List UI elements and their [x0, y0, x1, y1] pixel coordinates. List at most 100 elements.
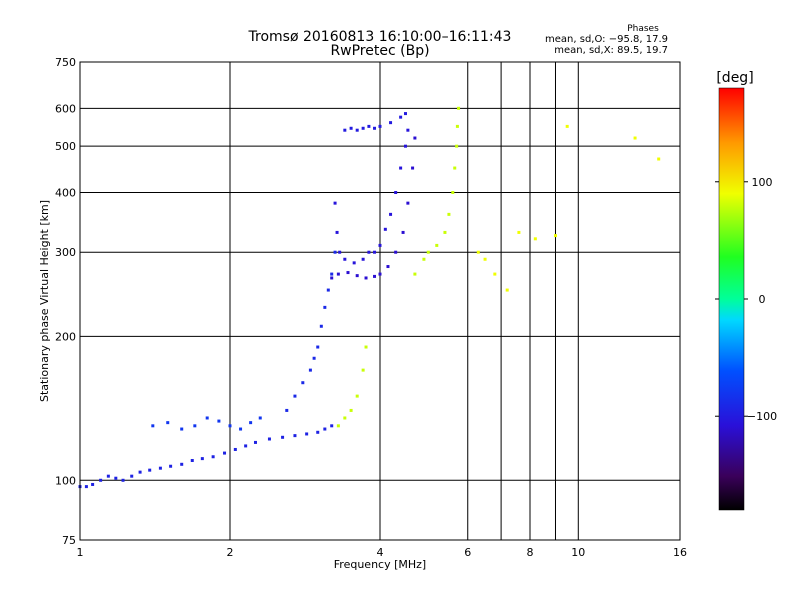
data-point: [389, 212, 393, 216]
data-point: [180, 427, 184, 431]
data-point: [200, 457, 204, 461]
data-point: [406, 201, 410, 205]
y-tick-label: 75: [62, 534, 76, 547]
data-point: [239, 427, 243, 431]
data-point: [453, 166, 457, 170]
data-point: [166, 421, 170, 425]
data-point: [483, 257, 487, 261]
data-point: [364, 345, 368, 349]
data-point: [411, 166, 415, 170]
data-point: [553, 234, 557, 238]
data-point: [413, 136, 417, 140]
data-point: [343, 128, 347, 132]
data-point: [193, 424, 197, 428]
data-point: [267, 437, 271, 441]
data-point: [99, 478, 103, 482]
data-point: [352, 261, 356, 265]
y-tick-label: 300: [55, 246, 76, 259]
data-point: [355, 128, 359, 132]
data-point: [130, 474, 134, 478]
data-point: [336, 424, 340, 428]
data-point: [373, 250, 377, 254]
data-point: [457, 106, 461, 110]
data-point: [319, 324, 323, 328]
data-point: [406, 128, 410, 132]
data-point: [422, 257, 426, 261]
data-point: [308, 368, 312, 372]
data-point: [293, 434, 297, 438]
colorbar-tick-label: 0: [759, 293, 766, 306]
data-point: [281, 435, 285, 439]
data-point: [493, 272, 497, 276]
data-point: [106, 474, 110, 478]
data-point: [413, 272, 417, 276]
colorbar-tick-label: 100: [752, 176, 773, 189]
data-point: [361, 368, 365, 372]
data-point: [323, 427, 327, 431]
data-point: [399, 115, 403, 119]
data-point: [399, 166, 403, 170]
data-point: [401, 230, 405, 234]
plot-frame: [79, 61, 681, 541]
x-tick-label: 1: [77, 546, 84, 559]
data-point: [228, 424, 232, 428]
data-point: [233, 447, 237, 451]
phases-x-stats: mean, sd,X: 89.5, 19.7: [554, 45, 668, 56]
data-point: [316, 345, 320, 349]
data-point: [338, 250, 342, 254]
data-point: [517, 230, 521, 234]
data-point: [633, 136, 637, 140]
data-point: [305, 432, 309, 436]
data-point: [211, 455, 215, 459]
data-point: [333, 250, 337, 254]
data-point: [301, 381, 305, 385]
colorbar: [718, 87, 745, 511]
data-point: [336, 272, 340, 276]
data-point: [244, 444, 248, 448]
data-point: [505, 288, 509, 292]
y-tick-label: 600: [55, 102, 76, 115]
data-point: [330, 424, 334, 428]
x-tick-label: 6: [464, 546, 471, 559]
data-point: [373, 126, 377, 130]
x-tick-label: 4: [377, 546, 384, 559]
data-point: [148, 468, 152, 472]
data-point: [349, 126, 353, 130]
data-point: [533, 237, 537, 241]
data-point: [151, 424, 155, 428]
data-point: [346, 271, 350, 275]
data-point: [258, 416, 262, 420]
data-point: [114, 476, 118, 480]
y-axis-label: Stationary phase Virtual Height [km]: [38, 200, 51, 402]
data-point: [389, 121, 393, 125]
data-point: [443, 230, 447, 234]
y-tick-label: 500: [55, 140, 76, 153]
data-point: [158, 466, 162, 470]
data-point: [343, 257, 347, 261]
data-point: [657, 157, 661, 161]
grid: [79, 61, 681, 541]
data-point: [84, 485, 88, 489]
phases-heading: Phases: [627, 24, 659, 34]
colorbar-ticks: 100 0 −100: [715, 176, 777, 423]
data-point: [138, 470, 142, 474]
data-point: [361, 126, 365, 130]
data-point: [333, 201, 337, 205]
data-point: [451, 190, 455, 194]
data-point: [367, 250, 371, 254]
data-point: [253, 440, 257, 444]
data-point: [330, 276, 334, 280]
data-point: [476, 250, 480, 254]
data-point: [394, 250, 398, 254]
y-tick-label: 200: [55, 330, 76, 343]
data-point: [373, 274, 377, 278]
data-points: [78, 106, 661, 489]
data-point: [386, 265, 390, 269]
data-point: [364, 276, 368, 280]
data-point: [455, 144, 459, 148]
data-point: [335, 230, 339, 234]
data-point: [383, 227, 387, 231]
y-tick-label: 400: [55, 186, 76, 199]
data-point: [326, 288, 330, 292]
